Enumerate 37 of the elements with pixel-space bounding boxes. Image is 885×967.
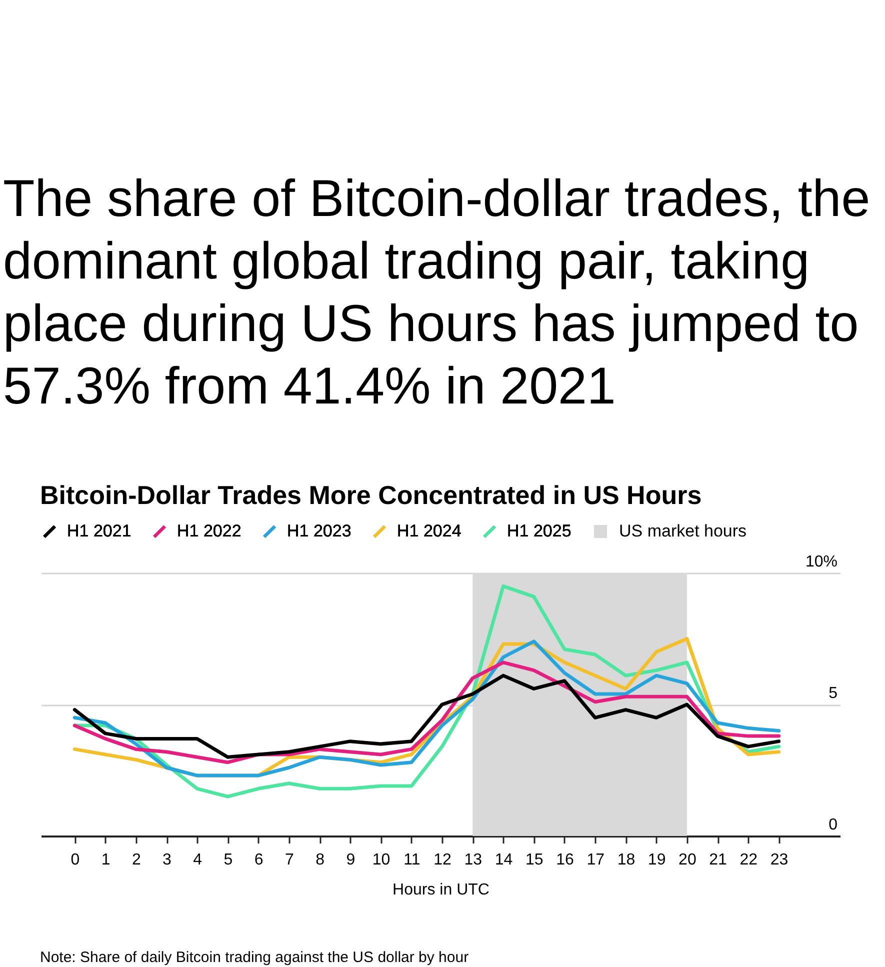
x-tick-label: 21 <box>709 852 728 868</box>
x-tick-label: 2 <box>132 852 141 868</box>
x-tick-label: 11 <box>404 852 420 868</box>
legend-label: H1 2022 <box>177 522 242 541</box>
legend-label: US market hours <box>619 522 747 540</box>
x-tick-label: 12 <box>434 852 452 868</box>
x-tick-label: 4 <box>193 852 202 868</box>
x-tick-label: 5 <box>224 852 233 868</box>
x-tick-label: 20 <box>678 852 696 868</box>
x-tick-label: 16 <box>556 852 574 868</box>
legend-label: H1 2023 <box>287 522 352 541</box>
x-tick-label: 7 <box>285 852 294 868</box>
x-tick-label: 10 <box>372 852 390 868</box>
text: Note: Share of daily Bitcoin trading against the US dollar by hour <box>40 949 469 966</box>
legend-label: H1 2025 <box>507 522 572 541</box>
legend-label: H1 2024 <box>397 522 462 541</box>
x-tick-label: 23 <box>770 852 788 868</box>
x-tick-label: 3 <box>162 852 172 868</box>
x-tick-label: 22 <box>740 852 758 868</box>
x-tick-label: 6 <box>254 852 264 868</box>
x-tick-label: 13 <box>464 852 482 868</box>
y-tick-label: 5 <box>828 685 838 702</box>
x-tick-label: 1 <box>101 852 110 868</box>
x-tick-label: 9 <box>346 852 356 868</box>
x-tick-label: 14 <box>494 852 513 868</box>
y-tick-label: 10% <box>805 554 838 570</box>
chart-title: The share of Bitcoin-dollar trades, the dominant global trading pair, taking place during US hours has jumped to 57.3% from 41.4% in 2021 <box>3 170 870 416</box>
x-tick-label: 15 <box>525 852 544 868</box>
x-tick-label: 0 <box>70 852 80 868</box>
x-tick-label: 8 <box>316 852 325 868</box>
x-tick-label: 17 <box>586 852 605 868</box>
x-tick-label: 19 <box>648 852 666 868</box>
legend-label: H1 2021 <box>67 522 132 541</box>
x-axis-title: Hours in UTC <box>392 882 490 898</box>
chart-subtitle: Bitcoin-Dollar Trades More Concentrated in US Hours <box>40 480 702 510</box>
y-tick-label: 0 <box>828 816 838 834</box>
x-tick-label: 18 <box>617 852 636 868</box>
